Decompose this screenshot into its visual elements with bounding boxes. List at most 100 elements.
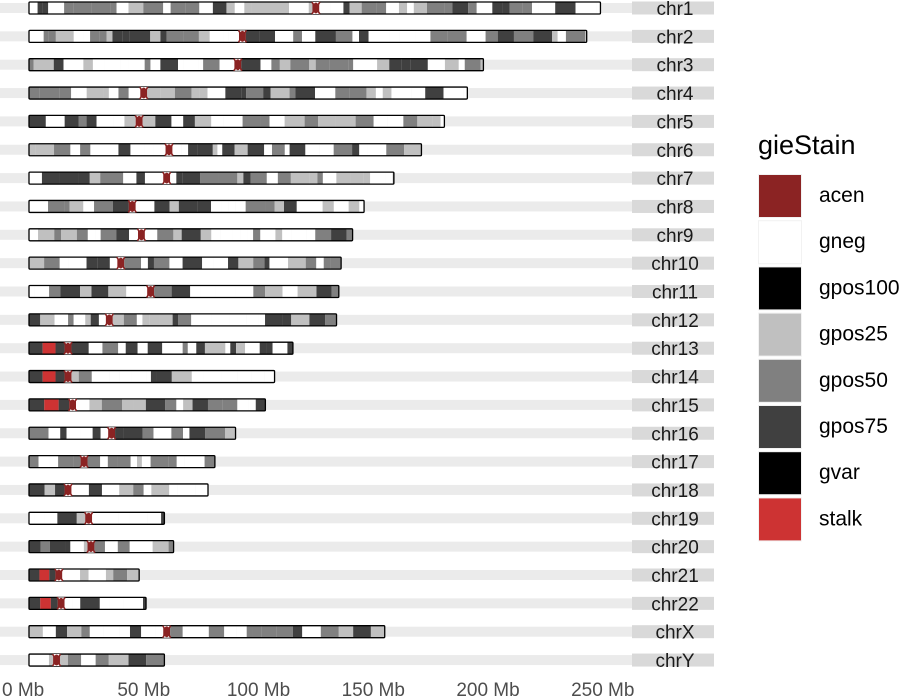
- band-gneg: [119, 625, 130, 638]
- band-gpos75: [154, 200, 170, 213]
- legend-title: gieStain: [758, 130, 856, 160]
- band-gpos50: [208, 625, 225, 638]
- band-gneg: [91, 370, 110, 383]
- band-gneg: [237, 370, 252, 383]
- chromosome-label: chr5: [657, 112, 694, 133]
- band-gpos75: [49, 540, 66, 553]
- band-gneg: [322, 172, 337, 185]
- band-gpos75: [80, 597, 100, 610]
- strip-background: [632, 370, 714, 384]
- band-gneg: [34, 285, 50, 298]
- band-gpos25: [275, 228, 283, 241]
- chromosome-outline: [28, 625, 386, 639]
- band-gneg: [240, 228, 248, 241]
- band-gpos75: [192, 398, 208, 411]
- band-gpos75: [282, 313, 292, 326]
- centromere: [312, 2, 319, 14]
- chromosome-chr18: chr18: [0, 481, 714, 502]
- band-gpos50: [430, 30, 448, 43]
- band-gneg: [44, 512, 58, 525]
- chromosome-outline: [28, 596, 147, 610]
- band-gneg: [315, 87, 336, 100]
- chromosome-outline: [28, 228, 354, 242]
- band-gpos75: [118, 143, 131, 156]
- band-gpos75: [492, 2, 503, 14]
- band-gneg: [48, 427, 61, 440]
- band-gneg: [87, 228, 96, 241]
- band-gpos50: [58, 455, 74, 468]
- band-gpos75: [265, 313, 283, 326]
- chromosome-outline: [28, 313, 338, 327]
- band-gneg: [42, 625, 51, 638]
- legend-label: gneg: [819, 230, 866, 253]
- band-gpos75: [59, 172, 79, 185]
- band-gneg: [129, 228, 139, 241]
- band-gpos50: [331, 285, 339, 298]
- chromosome-chr21: chr21: [0, 566, 714, 587]
- band-gneg: [103, 625, 120, 638]
- band-gneg: [246, 313, 259, 326]
- band-gpos25: [159, 313, 173, 326]
- band-gneg: [143, 483, 152, 496]
- chromosome-panels: chr1 chr2 chr3 chr4 chr5 chr6 chr7 chr8 chr9 chr1…: [0, 0, 714, 672]
- band-gneg: [191, 313, 212, 326]
- legend-item-acen: acen: [758, 174, 865, 218]
- band-gpos25: [225, 427, 236, 440]
- legend-item-gneg: gneg: [758, 220, 866, 265]
- band-gpos25: [149, 313, 160, 326]
- band-gpos50: [168, 540, 174, 553]
- panel-background: [0, 343, 632, 354]
- band-gpos25: [29, 625, 43, 638]
- band-gpos25: [322, 200, 334, 213]
- band-gpos50: [44, 257, 60, 270]
- band-gneg: [144, 143, 154, 156]
- band-gneg: [213, 257, 229, 270]
- band-stalk: [44, 398, 59, 411]
- band-gneg: [359, 200, 365, 213]
- band-gpos75: [50, 597, 58, 610]
- chromosome-chr8: chr8: [0, 197, 714, 218]
- chromosome-label: chr8: [657, 197, 694, 218]
- band-gneg: [38, 455, 50, 468]
- band-gpos75: [49, 569, 56, 581]
- band-gpos50: [153, 257, 170, 270]
- band-gneg: [29, 30, 44, 43]
- panel-background: [0, 541, 632, 552]
- band-gneg: [96, 115, 102, 128]
- centromere: [147, 286, 154, 297]
- panel-background: [0, 484, 632, 495]
- band-gpos50: [64, 200, 70, 213]
- band-gneg: [211, 115, 224, 128]
- band-gneg: [66, 427, 81, 440]
- band-gpos25: [89, 398, 102, 411]
- band-gpos25: [124, 115, 136, 128]
- band-gpos75: [147, 342, 163, 355]
- legend-item-gpos100: gpos100: [758, 266, 900, 311]
- chromosome-chr15: chr15: [0, 396, 714, 417]
- band-gpos25: [377, 58, 390, 71]
- band-gpos75: [55, 370, 65, 383]
- band-gneg: [178, 58, 184, 71]
- band-gneg: [275, 30, 294, 43]
- centromere: [53, 654, 60, 666]
- band-gpos75: [92, 427, 101, 440]
- chromosome-chr12: chr12: [0, 311, 714, 332]
- band-gpos50: [246, 87, 264, 100]
- band-gpos75: [29, 313, 41, 326]
- band-gpos25: [226, 2, 235, 14]
- band-gpos50: [48, 200, 65, 213]
- band-gpos50: [260, 115, 270, 128]
- band-gneg: [373, 115, 388, 128]
- band-gpos25: [309, 172, 318, 185]
- chromosome-outline: [28, 143, 423, 157]
- band-gpos25: [199, 87, 208, 100]
- band-gpos75: [86, 257, 98, 270]
- band-gpos75: [171, 285, 191, 298]
- band-gpos75: [182, 257, 203, 270]
- band-gneg: [237, 398, 249, 411]
- band-gpos25: [108, 285, 127, 298]
- chromosome-outline: [28, 454, 216, 469]
- band-gpos50: [426, 2, 445, 14]
- band-gpos50: [117, 455, 131, 468]
- centromere: [129, 200, 136, 212]
